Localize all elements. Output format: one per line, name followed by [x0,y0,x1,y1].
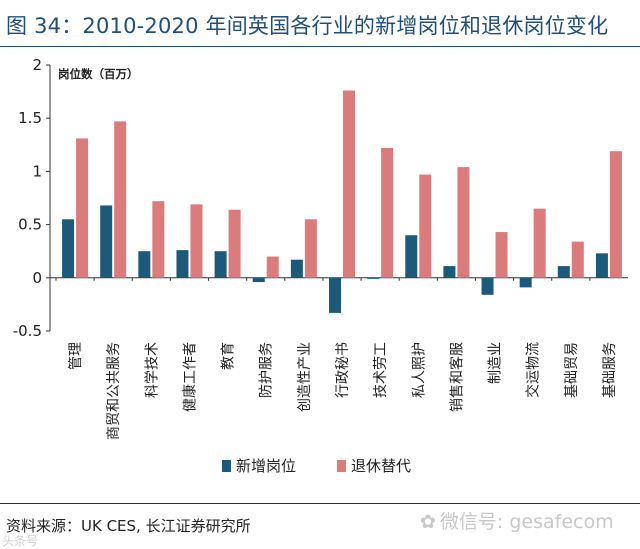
bar-retirement [228,209,241,278]
source-note: 资料来源：UK CES, 长江证券研究所 [6,517,251,535]
legend-swatch-new-jobs [222,460,231,472]
y-tick-label: 0 [32,269,42,287]
bar-new-jobs [214,251,227,278]
bar-retirement [152,201,165,278]
y-axis-title: 岗位数（百万） [58,67,139,81]
corner-watermark: 头条号 [2,534,39,548]
x-category-label: 科学技术 [144,342,160,398]
watermark-text: 微信号: gesafecom [439,511,614,533]
bar-new-jobs [252,277,265,283]
y-tick-label: 2 [32,56,42,74]
bar-new-jobs [329,277,341,313]
y-tick-label: 0.5 [18,216,42,234]
wechat-icon: ✿ [420,511,436,533]
bar-new-jobs [138,251,151,278]
x-category-label: 创造性产业 [297,342,313,412]
bar-retirement [190,204,203,278]
bar-new-jobs [443,266,456,278]
y-tick-label: -0.5 [13,322,42,340]
bar-retirement [76,138,89,278]
bar-retirement [419,174,432,278]
y-tick-label: 1 [32,162,42,180]
x-category-label: 商贸和公共服务 [106,342,122,440]
bar-retirement [266,256,279,278]
bar-new-jobs [290,259,303,278]
x-category-label: 技术劳工 [373,342,389,398]
x-category-label: 基础贸易 [563,342,580,398]
y-tick-label: 1.5 [18,109,42,127]
bar-retirement [381,147,394,278]
legend-label-retirement: 退休替代 [351,457,411,475]
bar-retirement [457,167,470,278]
x-category-label: 基础服务 [601,342,618,398]
watermark: ✿ 微信号: gesafecom [420,507,614,534]
x-category-label: 制造业 [488,342,504,384]
x-category-label: 健康工作者 [181,342,198,412]
bar-new-jobs [557,266,570,278]
bar-retirement [495,232,508,278]
bar-new-jobs [595,253,608,278]
x-category-label: 防护服务 [259,342,275,398]
legend-swatch-retirement [337,460,346,472]
x-category-label: 交运物流 [525,342,542,398]
bar-new-jobs [519,277,532,288]
bar-retirement [343,90,355,278]
x-category-label: 行政秘书 [335,342,351,398]
x-category-label: 教育 [221,342,237,370]
bar-new-jobs [100,205,113,278]
figure-title: 图 34：2010-2020 年间英国各行业的新增岗位和退休岗位变化 [6,14,609,38]
bar-retirement [114,121,127,278]
x-category-label: 销售和客服 [448,342,465,412]
legend-label-new-jobs: 新增岗位 [236,457,296,475]
x-category-label: 私人照护 [411,342,427,398]
bar-new-jobs [405,235,418,278]
x-category-label: 管理 [68,342,84,370]
bar-retirement [304,219,317,278]
title-divider [0,46,640,47]
bar-new-jobs [176,250,189,278]
bar-retirement [571,241,584,278]
bar-retirement [609,151,622,278]
bar-retirement [533,208,546,278]
source-divider [0,503,640,504]
bar-new-jobs [367,277,380,279]
bar-new-jobs [481,277,494,295]
bar-new-jobs [62,219,75,278]
